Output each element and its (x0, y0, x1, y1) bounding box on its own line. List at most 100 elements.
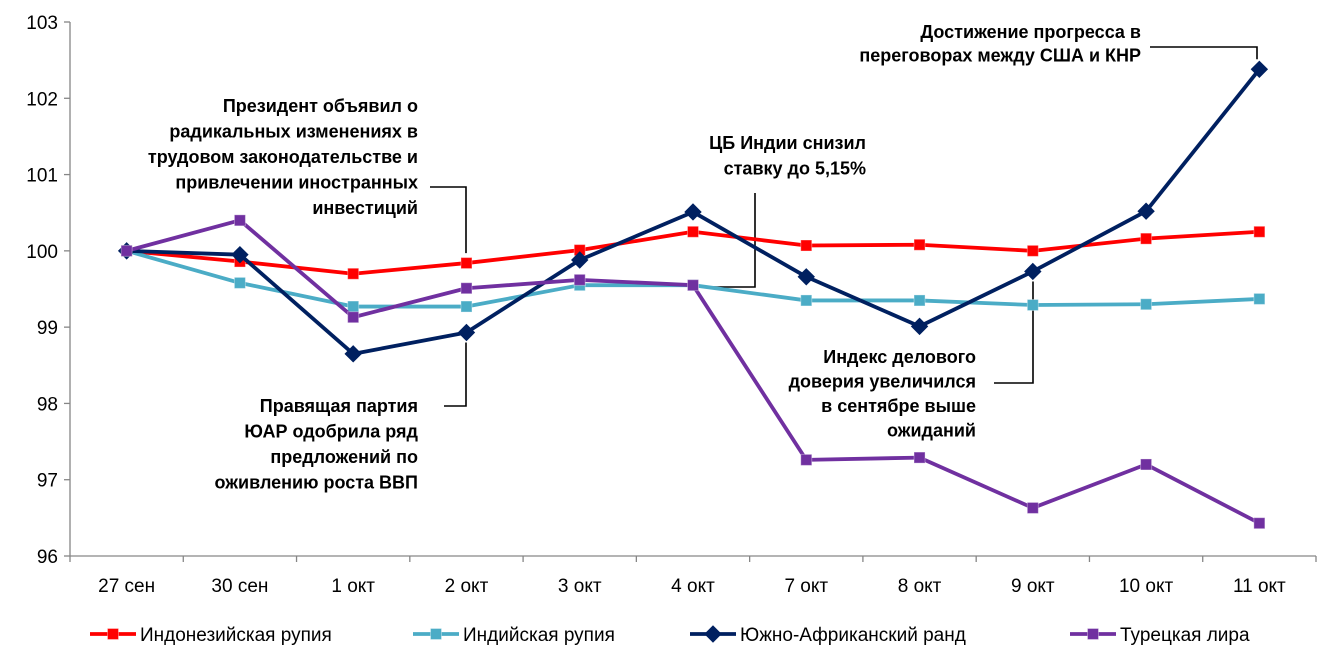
legend-label: Индийская рупия (463, 625, 615, 646)
data-point (687, 279, 699, 292)
data-point (913, 238, 926, 251)
series-group (117, 60, 1269, 530)
annotation-text-line: Президент объявил о (223, 96, 418, 116)
series-3 (117, 60, 1269, 363)
data-point (120, 244, 133, 257)
data-point (913, 451, 926, 464)
annotation-text-line: переговорах между США и КНР (859, 46, 1141, 66)
x-tick-label: 2 окт (445, 576, 489, 597)
data-point (1253, 225, 1266, 238)
annotation: Президент объявил о радикальных изменения… (148, 96, 467, 254)
annotation-leader-line (430, 186, 467, 254)
annotation-leader-line (994, 281, 1034, 384)
x-tick-label: 10 окт (1119, 576, 1174, 597)
y-tick-label: 99 (37, 318, 58, 339)
data-point (231, 245, 249, 264)
annotations: Президент объявил о радикальных изменения… (148, 22, 1258, 493)
data-point (347, 311, 360, 324)
x-tick-label: 9 окт (1011, 576, 1055, 597)
data-point (1026, 244, 1039, 257)
data-point (344, 345, 362, 363)
series-1 (120, 225, 1266, 280)
data-point (913, 294, 926, 307)
legend-swatch-marker (107, 628, 119, 640)
x-tick-label: 27 сен (98, 576, 155, 597)
annotation-text-line: предложений по (270, 447, 418, 467)
data-point (687, 225, 699, 238)
legend-item: Индонезийская рупия (90, 625, 332, 646)
x-tick-label: 7 окт (784, 576, 828, 597)
data-point (571, 251, 589, 269)
data-point (573, 273, 586, 286)
data-point (684, 203, 702, 221)
y-tick-label: 103 (26, 13, 58, 34)
legend-swatch-marker (1087, 628, 1099, 640)
data-point (347, 267, 360, 280)
annotation-text-line: радикальных изменениях в (169, 122, 418, 142)
annotation-text-line: Индекс делового (823, 347, 976, 367)
legend-item: Турецкая лира (1070, 625, 1250, 646)
legend-item: Индийская рупия (413, 625, 615, 646)
annotation-text-line: Достижение прогресса в (920, 22, 1141, 42)
legend: Индонезийская рупия Индийская рупия Южно-А… (90, 625, 1250, 646)
data-point (1026, 299, 1039, 312)
annotation-text-line: ЦБ Индии снизил (709, 133, 866, 153)
data-point (1253, 292, 1266, 305)
x-tick-label: 30 сен (211, 576, 268, 597)
annotation-text-line: Правящая партия (260, 396, 418, 416)
annotation-text-line: ставку до 5,15% (724, 159, 866, 179)
data-point (460, 300, 473, 313)
data-point (457, 323, 476, 342)
legend-label: Индонезийская рупия (140, 625, 332, 646)
data-point (233, 276, 246, 289)
y-tick-label: 96 (37, 547, 58, 568)
annotation: ЦБ Индии снизил ставку до 5,15% (701, 133, 866, 288)
annotation-leader-line (1150, 46, 1258, 60)
x-tick-label: 3 окт (558, 576, 602, 597)
data-point (1140, 458, 1153, 471)
data-point (910, 317, 929, 336)
x-tick-label: 11 окт (1233, 576, 1286, 597)
axes: 96 97 98 99 100 101 102 103 27 сен 30 сен 1 окт 2 о… (26, 13, 1317, 597)
data-point (233, 214, 246, 227)
data-point (460, 257, 473, 270)
annotation-text-line: ожиданий (887, 421, 976, 441)
legend-swatch-marker (704, 625, 722, 643)
legend-swatch-marker (430, 628, 442, 640)
annotation-text-line: оживлению роста ВВП (215, 473, 418, 493)
data-point (800, 239, 813, 252)
annotation: Достижение прогресса в переговорах между … (859, 22, 1258, 66)
y-tick-label: 102 (26, 89, 58, 110)
data-point (347, 300, 360, 313)
data-point (800, 294, 813, 307)
annotation-text-line: в сентябре выше (821, 396, 976, 416)
annotation-text-line: привлечении иностранных (175, 173, 418, 193)
x-tick-label: 4 окт (671, 576, 715, 597)
annotation-text-line: доверия увеличился (789, 372, 976, 392)
legend-label: Южно-Африканский ранд (740, 625, 966, 646)
data-point (1024, 262, 1042, 281)
x-tick-label: 8 окт (898, 576, 942, 597)
y-tick-label: 101 (26, 166, 58, 187)
annotation: Индекс делового доверия увеличился в сентя… (789, 281, 1034, 441)
data-point (460, 282, 473, 295)
annotation: Правящая партия ЮАР одобрила ряд предложен… (215, 342, 467, 493)
data-point (1140, 298, 1153, 311)
legend-item: Южно-Африканский ранд (690, 625, 966, 646)
data-point (1137, 202, 1155, 220)
data-point (1026, 501, 1039, 514)
series-line (126, 249, 1260, 309)
data-point (1250, 60, 1269, 79)
annotation-leader-line (444, 342, 467, 407)
y-tick-label: 97 (37, 471, 58, 492)
x-tick-label: 1 окт (331, 576, 375, 597)
data-point (797, 268, 815, 286)
annotation-text-line: инвестиций (312, 198, 418, 218)
annotation-text-line: ЮАР одобрила ряд (244, 422, 418, 442)
legend-label: Турецкая лира (1120, 625, 1250, 646)
data-point (1140, 232, 1153, 245)
data-point (800, 453, 813, 466)
data-point (1253, 517, 1266, 530)
y-tick-label: 98 (37, 394, 58, 415)
